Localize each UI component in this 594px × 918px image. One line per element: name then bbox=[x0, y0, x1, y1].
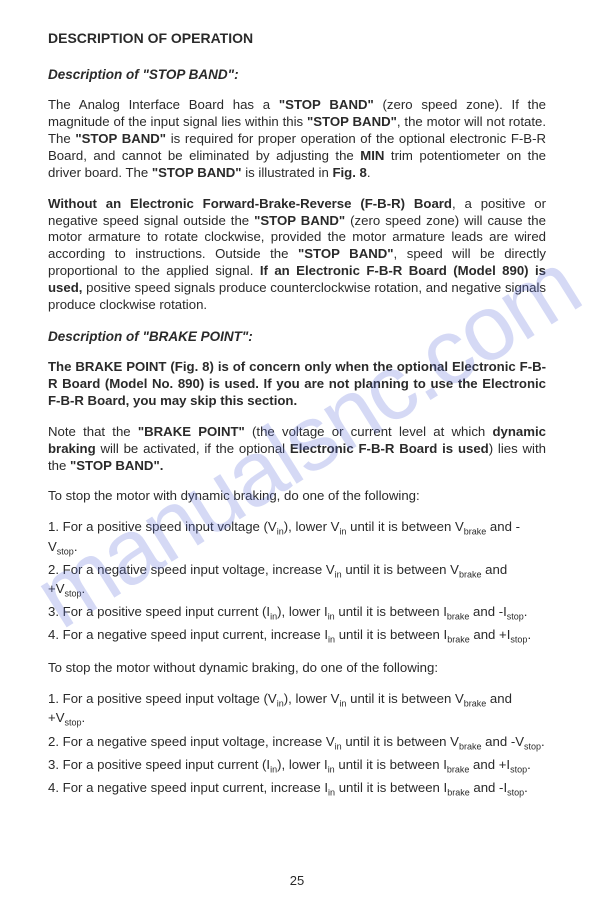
paragraph-1: The Analog Interface Board has a "STOP B… bbox=[48, 97, 546, 181]
paragraph-2: Without an Electronic Forward-Brake-Reve… bbox=[48, 196, 546, 314]
list2-item-2: 2. For a negative speed input voltage, i… bbox=[48, 734, 546, 753]
list2-item-1: 1. For a positive speed input voltage (V… bbox=[48, 691, 546, 729]
list1-item-1: 1. For a positive speed input voltage (V… bbox=[48, 519, 546, 557]
paragraph-5: To stop the motor with dynamic braking, … bbox=[48, 488, 546, 505]
section2-heading: Description of "BRAKE POINT": bbox=[48, 328, 546, 345]
list2-item-4: 4. For a negative speed input current, i… bbox=[48, 780, 546, 799]
list2-item-3: 3. For a positive speed input current (I… bbox=[48, 757, 546, 776]
list1-item-2: 2. For a negative speed input voltage, i… bbox=[48, 562, 546, 600]
list1-item-3: 3. For a positive speed input current (I… bbox=[48, 604, 546, 623]
paragraph-4: Note that the "BRAKE POINT" (the voltage… bbox=[48, 424, 546, 475]
page-content: DESCRIPTION OF OPERATION Description of … bbox=[0, 0, 594, 823]
page-number: 25 bbox=[0, 873, 594, 888]
section1-heading: Description of "STOP BAND": bbox=[48, 66, 546, 83]
paragraph-3: The BRAKE POINT (Fig. 8) is of concern o… bbox=[48, 359, 546, 410]
main-heading: DESCRIPTION OF OPERATION bbox=[48, 30, 546, 48]
list1-item-4: 4. For a negative speed input current, i… bbox=[48, 627, 546, 646]
paragraph-6: To stop the motor without dynamic brakin… bbox=[48, 660, 546, 677]
